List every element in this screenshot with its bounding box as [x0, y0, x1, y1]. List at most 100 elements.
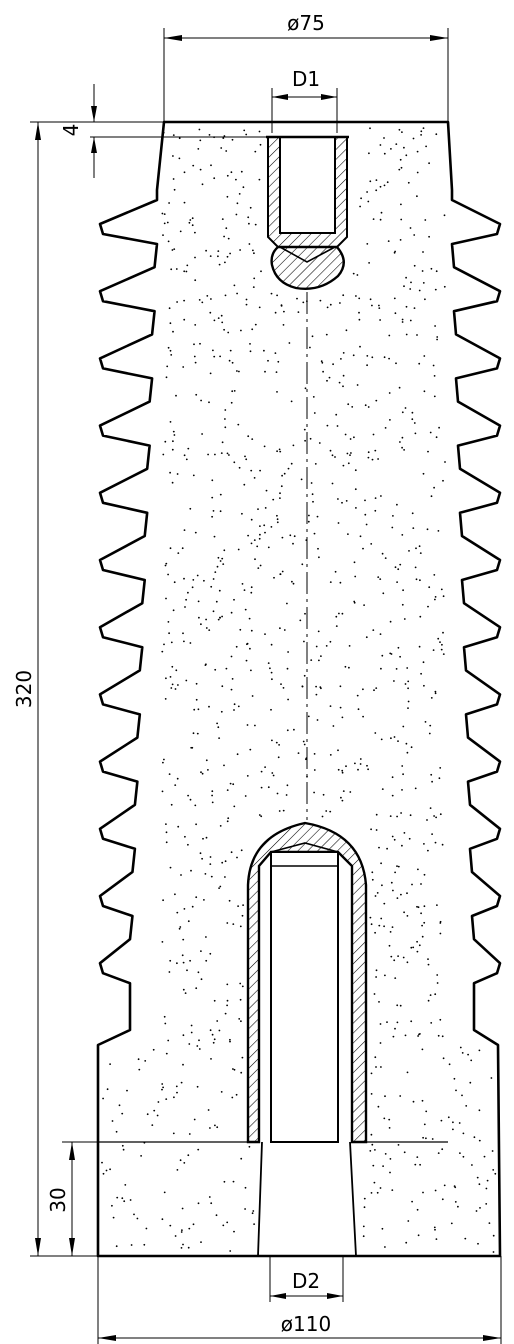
stipple-dot — [380, 495, 382, 497]
stipple-dot — [287, 467, 290, 470]
stipple-dot — [208, 705, 210, 708]
stipple-dot — [354, 469, 357, 472]
stipple-dot — [264, 766, 266, 768]
stipple-dot — [488, 1222, 491, 1224]
stipple-dot — [383, 902, 386, 905]
stipple-dot — [377, 576, 380, 578]
stipple-dot — [434, 692, 437, 695]
stipple-dot — [193, 343, 195, 346]
stipple-dot — [221, 861, 224, 864]
stipple-dot — [414, 787, 417, 790]
stipple-dot — [201, 183, 204, 186]
stipple-dot — [219, 355, 222, 358]
stipple-dot — [189, 219, 192, 221]
stipple-dot — [195, 393, 198, 396]
stipple-dot — [478, 1109, 481, 1112]
stipple-dot — [429, 724, 432, 727]
stipple-dot — [267, 662, 270, 664]
stipple-dot — [251, 438, 254, 440]
stipple-dot — [198, 1048, 201, 1050]
stipple-dot — [183, 270, 186, 273]
stipple-dot — [304, 612, 306, 615]
stipple-dot — [229, 1040, 231, 1043]
stipple-dot — [401, 789, 403, 791]
stipple-dot — [164, 698, 167, 700]
stipple-dot — [395, 362, 397, 365]
stipple-dot — [162, 761, 164, 764]
stipple-dot — [407, 1220, 410, 1222]
stipple-dot — [394, 250, 396, 253]
stipple-dot — [106, 1088, 109, 1091]
stipple-dot — [247, 435, 250, 438]
stipple-dot — [442, 1057, 445, 1060]
stipple-dot — [263, 349, 265, 352]
stipple-dot — [138, 1068, 141, 1071]
stipple-dot — [223, 764, 225, 767]
stipple-dot — [325, 645, 328, 647]
stipple-dot — [464, 1237, 467, 1240]
stipple-dot — [417, 1234, 420, 1237]
stipple-dot — [229, 1038, 231, 1041]
stipple-dot — [172, 609, 175, 612]
stipple-dot — [198, 616, 200, 619]
stipple-dot — [170, 268, 173, 271]
stipple-dot — [172, 1132, 175, 1135]
stipple-dot — [164, 564, 167, 567]
stipple-dot — [424, 721, 427, 723]
stipple-dot — [433, 395, 436, 398]
stipple-dot — [167, 1039, 170, 1042]
stipple-dot — [434, 841, 437, 844]
stipple-dot — [238, 193, 241, 195]
stipple-dot — [461, 1052, 464, 1054]
stipple-dot — [334, 570, 337, 573]
stipple-dot — [217, 556, 220, 559]
stipple-dot — [267, 359, 269, 362]
stipple-dot — [208, 134, 211, 136]
stipple-dot — [391, 926, 394, 928]
stipple-dot — [251, 328, 254, 331]
stipple-dot — [169, 866, 172, 869]
stipple-dot — [272, 774, 275, 777]
stipple-dot — [164, 440, 167, 443]
stipple-dot — [422, 251, 424, 253]
stipple-dot — [455, 1089, 457, 1092]
stipple-dot — [218, 263, 221, 266]
stipple-dot — [399, 1004, 402, 1007]
stipple-dot — [478, 1139, 481, 1142]
stipple-dot — [280, 485, 283, 488]
top-insert-cap — [270, 245, 345, 290]
stipple-dot — [418, 545, 421, 548]
stipple-dot — [301, 563, 304, 566]
stipple-dot — [235, 645, 238, 648]
stipple-dot — [379, 1187, 382, 1189]
stipple-dot — [397, 1144, 400, 1146]
stipple-dot — [390, 148, 392, 150]
stipple-dot — [389, 419, 391, 421]
stipple-dot — [210, 298, 212, 300]
stipple-dot — [428, 586, 431, 589]
stipple-dot — [199, 852, 202, 855]
stipple-dot — [172, 440, 174, 443]
stipple-dot — [224, 860, 227, 863]
stipple-dot — [363, 604, 365, 606]
stipple-dot — [254, 223, 257, 226]
stipple-dot — [260, 786, 263, 789]
stipple-dot — [293, 728, 295, 731]
stipple-dot — [121, 1112, 124, 1115]
stipple-dot — [389, 1171, 391, 1174]
stipple-dot — [286, 602, 288, 605]
stipple-dot — [279, 492, 281, 495]
stipple-dot — [429, 994, 432, 996]
stipple-dot — [186, 969, 188, 972]
stipple-dot — [209, 863, 212, 865]
stipple-dot — [233, 709, 235, 711]
stipple-dot — [218, 887, 221, 889]
stipple-dot — [422, 127, 425, 129]
stipple-dot — [405, 333, 408, 336]
stipple-dot — [225, 227, 228, 230]
stipple-dot — [195, 987, 198, 990]
stipple-dot — [252, 1210, 255, 1212]
stipple-dot — [243, 483, 246, 486]
stipple-dot — [221, 321, 224, 324]
